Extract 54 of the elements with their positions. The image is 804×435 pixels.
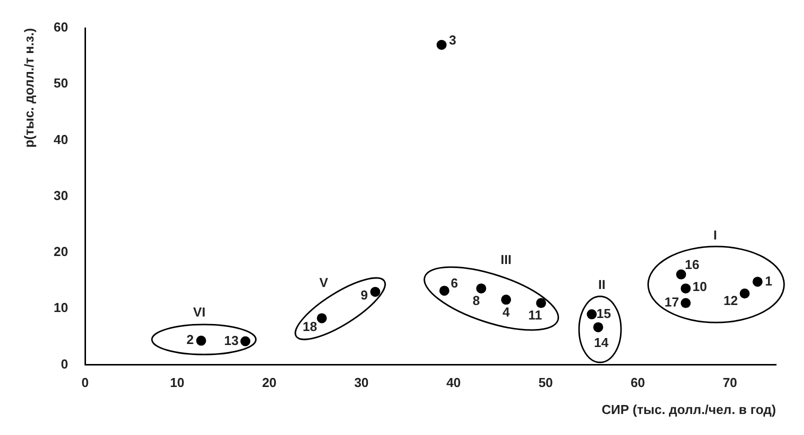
x-tick-label: 30	[354, 375, 369, 390]
annotation: 3	[448, 32, 456, 48]
annotation: 11	[528, 308, 542, 323]
annotation: 8	[472, 293, 480, 308]
point	[752, 276, 763, 287]
y-tick-label: 10	[54, 300, 68, 316]
y-tick-label: 20	[54, 244, 68, 260]
point	[586, 309, 597, 320]
point	[740, 288, 750, 299]
point	[593, 322, 604, 332]
y-tick-label: 0	[60, 356, 68, 372]
y-axis-title: p(тыс. долл./т н.з.)	[21, 28, 36, 148]
point	[680, 283, 691, 294]
x-tick-label: 10	[170, 375, 184, 390]
point	[536, 298, 546, 308]
annotation: 13	[224, 332, 239, 348]
point	[439, 286, 450, 296]
annotation: 14	[594, 334, 610, 350]
y-tick-label: 60	[54, 20, 68, 35]
x-tick-label: 60	[630, 375, 646, 390]
point	[370, 286, 380, 297]
annotation: 6	[450, 275, 458, 290]
annotation: 18	[302, 318, 318, 334]
point	[501, 294, 512, 305]
annotation: III	[500, 252, 512, 267]
point	[680, 298, 691, 308]
annotation: V	[319, 274, 328, 290]
x-axis-title: СИР (тыс. долл./чел. в год)	[602, 402, 776, 417]
annotation: II	[598, 277, 606, 292]
point	[676, 269, 686, 280]
annotation: 16	[684, 257, 700, 272]
x-tick-label: 0	[81, 375, 89, 390]
annotation: 17	[664, 294, 679, 310]
point	[436, 40, 447, 50]
annotation: VI	[193, 304, 206, 320]
point	[240, 336, 250, 346]
x-tick-label: 50	[538, 375, 553, 390]
y-tick-label: 50	[54, 76, 68, 91]
annotation: 15	[596, 306, 611, 321]
y-tick-label: 40	[54, 132, 68, 147]
x-tick-label: 70	[722, 375, 738, 390]
annotation: 2	[186, 332, 194, 348]
x-tick-label: 20	[262, 375, 277, 390]
x-tick-label: 40	[446, 375, 461, 390]
point	[316, 313, 327, 324]
y-tick-label: 30	[54, 188, 68, 203]
annotation: 10	[692, 279, 707, 294]
annotation: 1	[764, 273, 772, 288]
annotation: I	[713, 227, 718, 242]
annotation: 12	[723, 293, 738, 308]
annotation: 4	[502, 304, 510, 320]
annotation: 9	[360, 287, 368, 302]
point	[476, 283, 486, 294]
point	[196, 336, 206, 346]
